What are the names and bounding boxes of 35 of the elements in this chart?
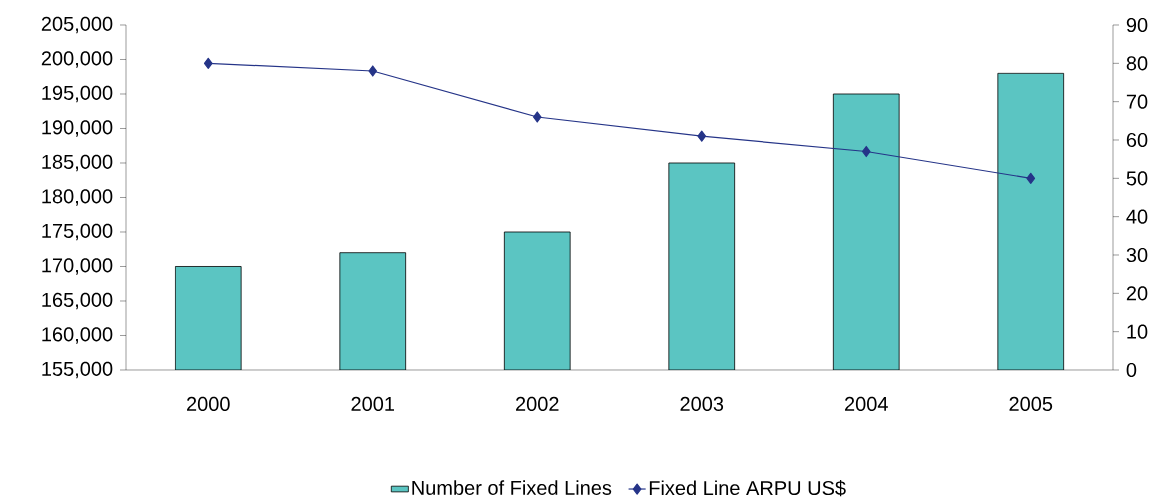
y-tick-label: 200,000 <box>41 51 113 68</box>
y-tick-label: 205,000 <box>41 16 113 34</box>
y-tick-label: 190,000 <box>42 120 113 137</box>
y-tick-label: 155,000 <box>42 361 113 379</box>
legend-label: Number of Fixed Lines <box>412 480 612 495</box>
y2-tick-label: 0 <box>1126 362 1137 378</box>
y2-tick-label: 20 <box>1126 286 1148 301</box>
x-tick-label: 2000 <box>187 396 230 412</box>
point <box>532 111 542 123</box>
y2-tick-label: 70 <box>1126 94 1148 109</box>
point <box>203 57 213 69</box>
x-tick-label: 2001 <box>351 396 395 412</box>
y2-tick-label: 30 <box>1126 247 1148 263</box>
y2-tick-label: 60 <box>1126 132 1148 148</box>
x-tick-label: 2003 <box>680 396 724 412</box>
x-tick-label: 2004 <box>845 396 888 412</box>
y2-tick-label: 80 <box>1126 56 1148 71</box>
x-tick-label: 2005 <box>1009 396 1053 412</box>
y2-tick-label: 90 <box>1126 17 1148 33</box>
y-tick-label: 180,000 <box>42 189 113 206</box>
y-tick-label: 165,000 <box>42 292 113 310</box>
point <box>697 130 707 142</box>
x-tick-label: 2002 <box>516 396 559 412</box>
y2-tick-label: 50 <box>1126 171 1148 186</box>
y-tick-label: 160,000 <box>42 327 113 344</box>
point <box>861 145 871 158</box>
legend-label: Fixed Line ARPU US$ <box>649 480 846 497</box>
y2-tick-label: 40 <box>1126 209 1148 224</box>
point <box>368 65 378 77</box>
point <box>1026 172 1036 184</box>
y-tick-label: 195,000 <box>42 85 113 103</box>
y-tick-label: 185,000 <box>42 154 113 172</box>
y-tick-label: 170,000 <box>42 258 113 275</box>
y2-tick-label: 10 <box>1127 324 1148 339</box>
y-tick-label: 175,000 <box>42 223 113 241</box>
